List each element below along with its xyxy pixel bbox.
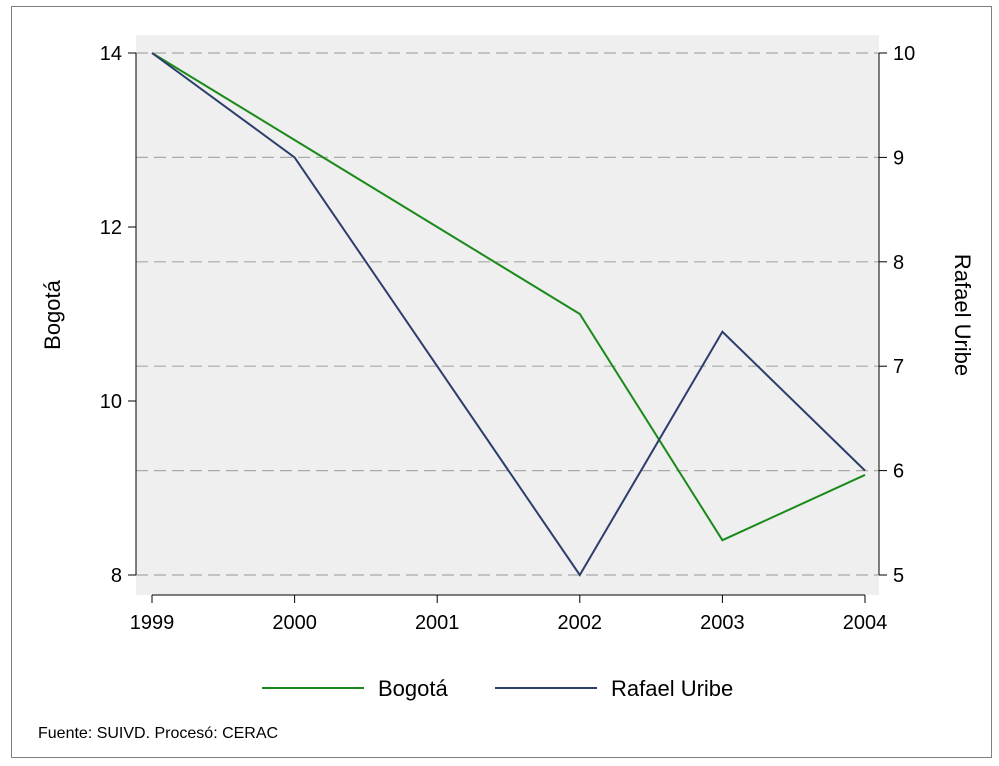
right-tick-label-5: 5 — [893, 565, 904, 587]
right-axis-title: Rafael Uribe — [950, 254, 975, 376]
x-tick-label-2004: 2004 — [843, 612, 888, 634]
left-tick-label-12: 12 — [100, 217, 122, 239]
legend-label-bogota: Bogotá — [378, 676, 448, 701]
right-tick-label-8: 8 — [893, 252, 904, 274]
series-lines — [151, 52, 866, 577]
source-note: Fuente: SUIVD. Procesó: CERAC — [38, 725, 278, 742]
legend-label-rafael-uribe: Rafael Uribe — [611, 676, 733, 701]
series-line-rafael-uribe — [151, 52, 866, 577]
right-tick-label-6: 6 — [893, 461, 904, 483]
x-tick-label-2003: 2003 — [700, 612, 745, 634]
series-line-bogota — [151, 52, 866, 542]
x-tick-label-1999: 1999 — [130, 612, 175, 634]
legend: Bogotá Rafael Uribe — [262, 676, 733, 701]
right-tick-label-10: 10 — [893, 43, 915, 65]
right-tick-label-9: 9 — [893, 147, 904, 169]
right-tick-label-7: 7 — [893, 356, 904, 378]
left-axis-ticks: 8 10 12 14 — [100, 43, 136, 587]
axes — [135, 53, 880, 596]
plot-area — [136, 35, 879, 595]
left-tick-label-14: 14 — [100, 43, 122, 65]
left-tick-label-8: 8 — [111, 565, 122, 587]
right-axis-ticks: 5 6 7 8 9 10 — [879, 43, 915, 587]
left-tick-label-10: 10 — [100, 391, 122, 413]
x-tick-label-2002: 2002 — [558, 612, 603, 634]
left-axis-title: Bogotá — [40, 279, 65, 349]
x-axis-ticks: 1999 2000 2001 2002 2003 2004 — [130, 595, 888, 634]
x-tick-label-2001: 2001 — [415, 612, 460, 634]
x-tick-label-2000: 2000 — [272, 612, 317, 634]
